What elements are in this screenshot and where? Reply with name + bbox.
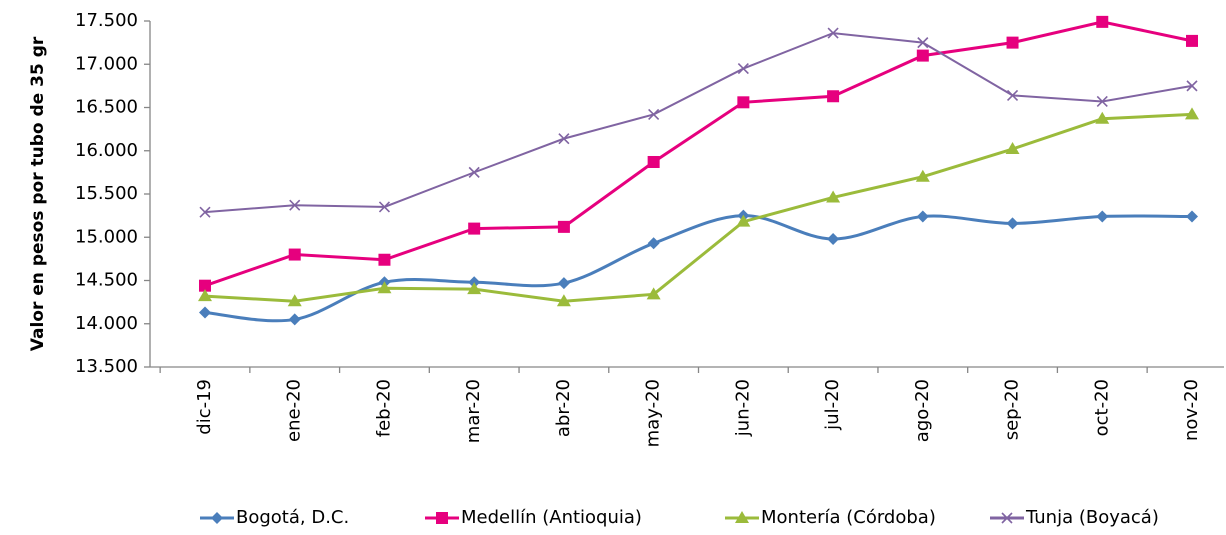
- series-line: [204, 32, 1193, 214]
- marker: [288, 313, 301, 326]
- marker: [377, 281, 392, 294]
- marker: [1006, 89, 1019, 101]
- x-tick-label: jun-20: [732, 379, 753, 437]
- marker: [1095, 111, 1110, 124]
- marker: [198, 289, 212, 302]
- marker: [378, 201, 391, 213]
- x-tick-label: nov-20: [1181, 379, 1202, 441]
- y-tick-label: 14.000: [75, 313, 138, 334]
- marker: [917, 37, 929, 49]
- x-tick-label: dic-19: [194, 379, 215, 435]
- marker: [1186, 210, 1198, 223]
- marker: [1096, 15, 1109, 28]
- marker: [736, 214, 751, 227]
- y-tick-label: 16.000: [75, 140, 138, 161]
- marker: [558, 133, 570, 145]
- marker: [199, 206, 211, 218]
- y-tick-label: 15.500: [75, 183, 138, 204]
- x-tick-label: mar-20: [463, 379, 484, 443]
- marker: [916, 49, 929, 62]
- marker: [1096, 210, 1109, 223]
- marker: [1185, 107, 1199, 120]
- y-tick-label: 17.500: [75, 10, 138, 31]
- x-tick-label: jul-20: [822, 379, 843, 431]
- marker: [1005, 142, 1020, 155]
- marker: [287, 294, 302, 307]
- marker: [467, 282, 482, 295]
- y-tick-label: 15.000: [75, 226, 138, 247]
- marker: [737, 63, 749, 75]
- marker: [916, 210, 929, 223]
- y-tick-label: 14.500: [75, 270, 138, 291]
- marker: [827, 27, 839, 39]
- x-tick-label: sep-20: [1002, 379, 1023, 440]
- y-axis-label: Valor en pesos por tubo de 35 gr: [28, 36, 48, 351]
- x-tick-label: ene-20: [284, 379, 305, 442]
- legend-label: Tunja (Boyacá): [1025, 507, 1159, 528]
- x-tick-label: feb-20: [373, 379, 394, 437]
- x-tick-label: abr-20: [553, 379, 574, 437]
- marker: [468, 222, 481, 235]
- marker: [1006, 217, 1019, 230]
- marker: [468, 166, 480, 178]
- y-tick-label: 17.000: [75, 53, 138, 74]
- x-tick-label: oct-20: [1091, 379, 1112, 436]
- marker: [1096, 95, 1108, 108]
- marker: [915, 169, 930, 182]
- x-tick-label: may-20: [643, 379, 664, 447]
- legend-label: Bogotá, D.C.: [236, 507, 349, 528]
- marker: [735, 511, 749, 523]
- marker: [1006, 36, 1019, 49]
- series-line: [204, 112, 1193, 303]
- marker: [199, 306, 211, 319]
- legend-label: Montería (Córdoba): [761, 507, 936, 528]
- marker: [827, 232, 840, 245]
- marker: [737, 96, 750, 109]
- marker: [646, 287, 661, 300]
- marker: [557, 277, 570, 290]
- marker: [556, 294, 571, 307]
- marker: [1186, 80, 1198, 92]
- marker: [647, 237, 660, 250]
- marker: [1001, 512, 1013, 524]
- marker: [199, 279, 211, 292]
- marker: [378, 253, 391, 266]
- x-tick-label: ago-20: [912, 379, 933, 442]
- marker: [647, 155, 660, 168]
- marker: [1186, 34, 1198, 47]
- marker: [288, 248, 301, 261]
- marker: [289, 199, 301, 211]
- marker: [648, 108, 660, 120]
- legend-label: Medellín (Antioquia): [461, 507, 642, 528]
- series-line: [204, 20, 1193, 288]
- marker: [557, 220, 570, 233]
- y-tick-label: 13.500: [75, 356, 138, 377]
- marker: [436, 512, 448, 524]
- marker: [827, 90, 840, 103]
- y-tick-label: 16.500: [75, 97, 138, 118]
- marker: [211, 512, 223, 524]
- series-line: [204, 214, 1193, 323]
- marker: [826, 190, 841, 203]
